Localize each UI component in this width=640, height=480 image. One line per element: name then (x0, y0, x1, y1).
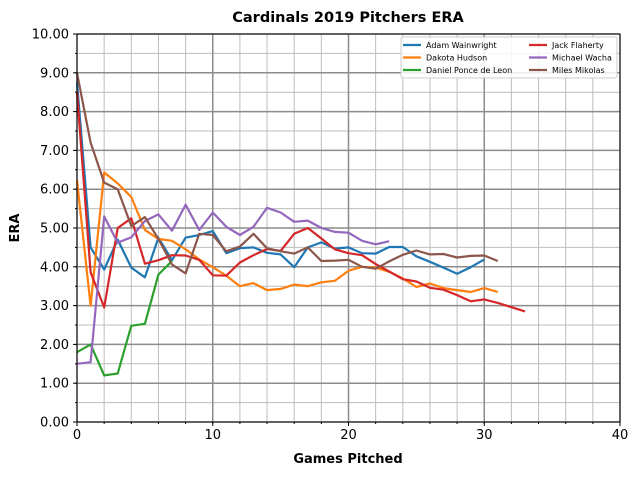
series-line-dakota-hudson (75, 171, 499, 307)
y-tick-label: 3.00 (40, 299, 69, 314)
axis-ticks: 0 10 20 30 40 0.00 1.00 2.00 3.00 4.00 5.00 6.00 7.0… (32, 28, 628, 444)
legend-label: Jack Flaherty (551, 41, 604, 50)
y-tick-label: 1.00 (40, 377, 69, 392)
y-tick-label: 9.00 (40, 66, 69, 81)
legend-label: Adam Wainwright (426, 41, 497, 50)
series-line-miles-mikolas (75, 72, 499, 275)
series-lines (75, 72, 526, 377)
chart-title: Cardinals 2019 Pitchers ERA (232, 10, 464, 26)
legend-label: Dakota Hudson (426, 54, 487, 63)
legend-box (400, 36, 618, 79)
y-tick-label: 7.00 (40, 144, 69, 159)
x-tick-label: 10 (204, 428, 221, 443)
y-tick-label: 8.00 (40, 105, 69, 120)
x-tick-label: 0 (73, 428, 81, 443)
x-tick-label: 30 (476, 428, 493, 443)
y-tick-label: 6.00 (40, 183, 69, 198)
series-line-jack-flaherty (75, 92, 526, 313)
x-tick-label: 20 (340, 428, 357, 443)
y-tick-label: 10.00 (32, 28, 69, 43)
y-axis-label: ERA (8, 214, 23, 243)
legend: Adam Wainwright Dakota Hudson Daniel Ponce… (400, 36, 618, 79)
y-tick-label: 2.00 (40, 338, 69, 353)
legend-label: Daniel Ponce de Leon (426, 66, 512, 75)
x-tick-label: 40 (612, 428, 629, 443)
legend-label: Miles Mikolas (552, 66, 605, 75)
series-line-michael-wacha (76, 203, 390, 365)
y-tick-label: 5.00 (40, 222, 69, 237)
x-axis-label: Games Pitched (293, 452, 402, 467)
series-line-adam-wainwright (75, 82, 485, 279)
y-tick-label: 4.00 (40, 260, 69, 275)
legend-label: Michael Wacha (552, 54, 612, 63)
y-tick-label: 0.00 (40, 416, 69, 431)
